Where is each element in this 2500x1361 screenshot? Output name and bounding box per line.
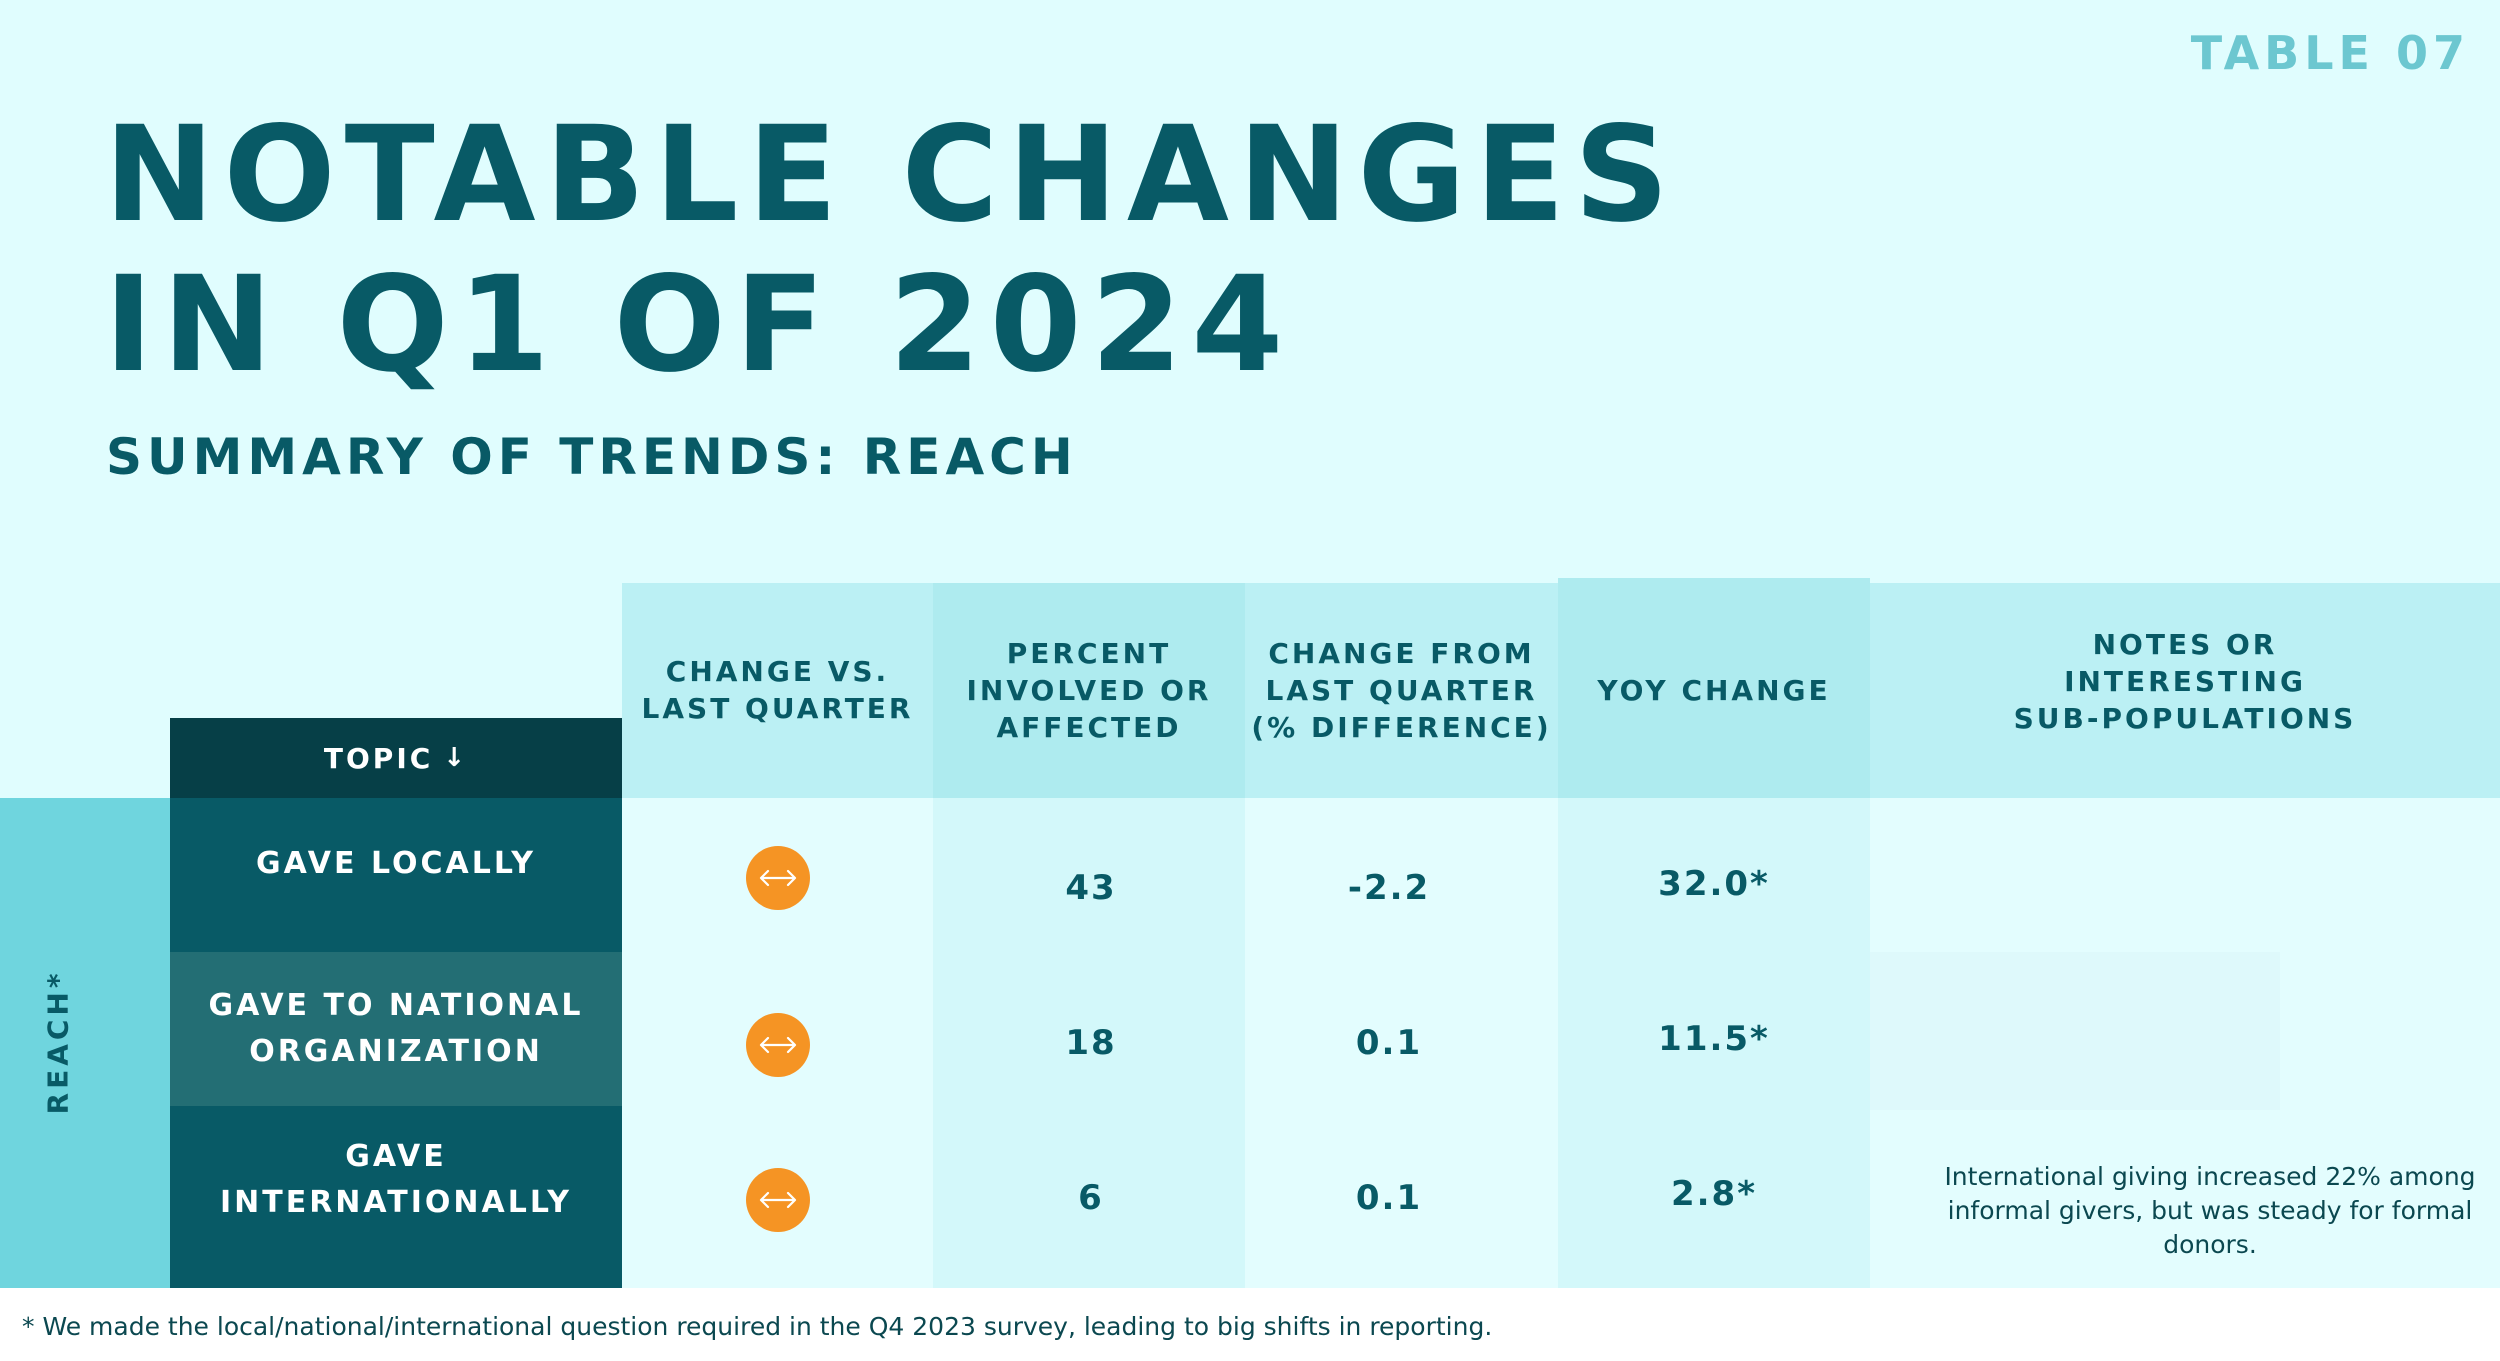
row-3-change-from: 0.1 [1355,1178,1423,1218]
header-change-vs-last-quarter: CHANGE VS. LAST QUARTER [641,655,914,725]
header-notes: NOTES OR INTERESTING SUB-POPULATIONS [2013,627,2357,735]
horizontal-arrows-icon [746,846,810,910]
header-percent-involved: PERCENT INVOLVED OR AFFECTED [966,636,1212,744]
horizontal-arrows-icon [746,1168,810,1232]
row-3-topic: GAVE INTERNATIONALLY [170,1106,622,1288]
footer-band [0,1288,2500,1361]
body-band-change-from [1245,798,1558,1288]
group-bar-reach [0,798,170,1288]
column-band-yoy [1558,578,1870,798]
body-band-percent [933,798,1245,1288]
title-line-1: NOTABLE CHANGES [104,98,1679,252]
row-2-change-from: 0.1 [1355,1023,1423,1063]
row-1-yoy: 32.0* [1658,864,1770,904]
row-2-percent: 18 [1065,1023,1117,1063]
page-title: NOTABLE CHANGES IN Q1 OF 2024 [104,100,2004,400]
footnote: * We made the local/national/internation… [22,1312,1493,1341]
header-yoy-change: YOY CHANGE [1597,673,1831,707]
table-number: TABLE 07 [2190,26,2470,80]
row-1-topic: GAVE LOCALLY [170,798,622,952]
body-band-yoy [1558,798,1870,1288]
title-line-2: IN Q1 OF 2024 [104,248,1293,402]
column-band-percent [933,583,1245,798]
row-2-topic: GAVE TO NATIONAL ORGANIZATION [170,952,622,1106]
header-topic[interactable]: TOPIC ↓ [170,718,622,798]
sort-down-arrow-icon[interactable]: ↓ [443,743,469,773]
horizontal-arrows-icon [746,1013,810,1077]
notes-row-2-shade [1870,952,2280,1110]
page-subtitle: SUMMARY OF TRENDS: REACH [106,428,1078,486]
row-3-percent: 6 [1078,1178,1104,1218]
group-label-reach: REACH* [41,969,75,1115]
row-3-yoy: 2.8* [1670,1174,1757,1214]
row-1-percent: 43 [1065,868,1117,908]
row-1-change-from: -2.2 [1347,868,1431,908]
header-change-from-last-quarter: CHANGE FROM LAST QUARTER (% DIFFERENCE) [1251,636,1552,744]
row-3-note: International giving increased 22% among… [1944,1162,2476,1259]
row-2-yoy: 11.5* [1658,1019,1770,1059]
